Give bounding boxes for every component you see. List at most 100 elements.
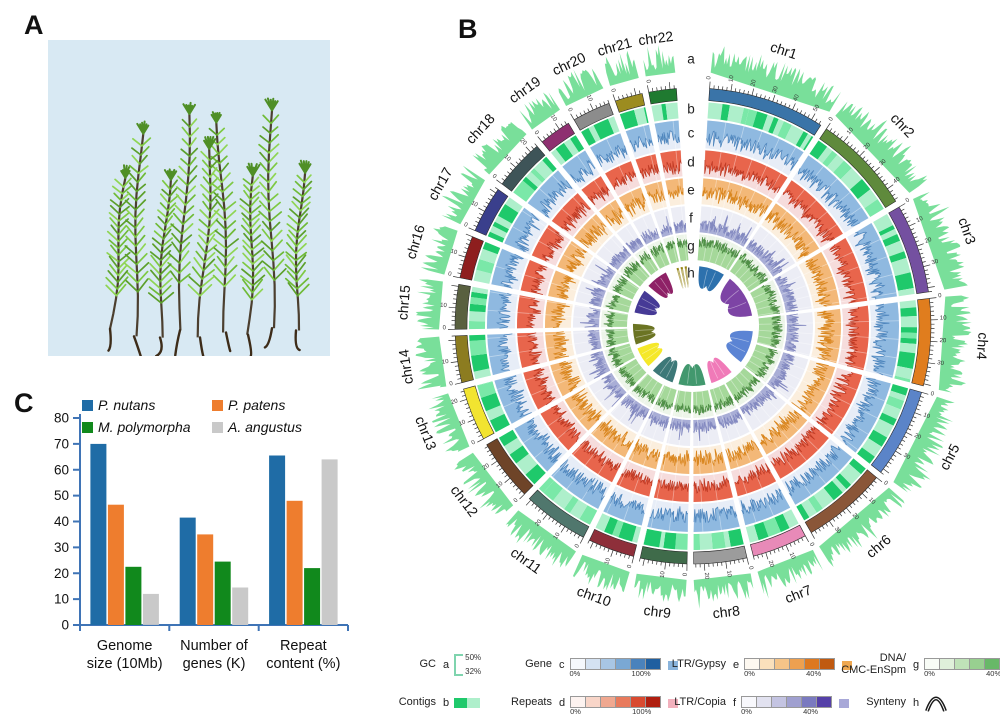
gridline [489, 291, 628, 316]
scale-tick-label: 10 [846, 127, 855, 136]
track-d-outline [828, 244, 859, 304]
track-a-gc [519, 92, 560, 130]
track-g-hist [632, 373, 663, 404]
track-b-contig [782, 509, 799, 529]
track-a-gc [634, 573, 687, 603]
track-f-outline [587, 330, 600, 351]
track-b-contig [900, 337, 917, 344]
track-a-gc [441, 165, 485, 225]
scale-tick-label: 20 [450, 398, 459, 406]
scale-max: 100% [631, 669, 651, 678]
scale-cell [646, 696, 662, 708]
track-b-contig [889, 390, 906, 401]
ring-letter-h: h [687, 266, 695, 281]
track-b-contig [489, 225, 507, 239]
gc-bracket-icon [454, 654, 464, 676]
track-b-contig [470, 297, 487, 306]
track-b-contig [900, 316, 918, 328]
y-tick-label: 30 [54, 540, 69, 555]
scale-tick-label: 0 [443, 325, 447, 331]
track-c-hist [494, 375, 532, 424]
scale-tick-label: 10 [788, 552, 796, 561]
track-b-contig [900, 307, 917, 317]
chromosome-band-chr14 [454, 335, 474, 384]
track-b-contig [890, 384, 909, 396]
track-a-gc [757, 549, 824, 599]
track-a-gc [693, 573, 754, 609]
gridline [701, 391, 722, 531]
track-b-contig [485, 405, 505, 421]
gridline [758, 320, 899, 325]
synteny-arch-icon [925, 696, 948, 712]
track-a-gc [505, 510, 576, 568]
track-b-contig [525, 171, 543, 188]
scale-ticks [709, 81, 822, 125]
ribbon-streak [705, 272, 716, 291]
chromosome-band-chr6 [804, 469, 878, 534]
track-c-outline [570, 160, 596, 184]
track-e-outline [556, 275, 577, 300]
track-e-outline [759, 410, 802, 446]
gridline [725, 147, 796, 269]
track-color-patch [668, 698, 679, 708]
track-c-outline [514, 213, 541, 252]
track-b-contig [796, 503, 810, 521]
scale-cell [940, 658, 956, 670]
scale-cell [741, 696, 758, 708]
gridline [758, 335, 897, 359]
scale-max: 40% [803, 707, 819, 716]
track-b-contig [570, 135, 585, 153]
track-b-contig [542, 156, 557, 173]
chromosome-label-chr18: chr18 [462, 110, 498, 147]
track-b-contig [632, 526, 642, 543]
track-c-outline [526, 417, 562, 464]
legend-item-a: GC a 50% 32% [388, 654, 496, 676]
gridline [708, 126, 745, 263]
scale-tick-label: 0 [930, 391, 936, 398]
track-b-contig [469, 334, 486, 341]
scale-tick-label: 0 [627, 564, 634, 569]
chart-legend-label-3: M. polymorpha [98, 419, 191, 435]
gridline [523, 363, 639, 444]
ribbon-streak [681, 268, 687, 289]
legend-letter: e [733, 659, 740, 671]
track-c-hist [798, 155, 869, 226]
ribbon-streak [660, 277, 671, 296]
track-b-contig [868, 429, 888, 447]
track-a-gc [643, 45, 676, 77]
track-b-contig [763, 517, 781, 537]
scale-min: 0% [569, 669, 581, 678]
track-b-contig [889, 251, 907, 263]
scale-tick-label: 40 [793, 93, 802, 102]
track-g-outline [769, 315, 783, 348]
track-a-gc [454, 452, 514, 514]
scale-max: 40% [806, 669, 822, 678]
legend-label: LTR/Copia [674, 696, 726, 709]
gridline [534, 367, 643, 459]
scale-min: 0% [570, 707, 581, 716]
track-b-contig [643, 528, 648, 545]
track-b-contig [534, 160, 553, 180]
track-a-gc [415, 336, 447, 390]
legend-label: Gene [525, 658, 552, 671]
scale-cell [645, 658, 661, 670]
gridline [703, 122, 727, 261]
synteny-ribbon [680, 266, 686, 289]
ring-letter-c: c [688, 126, 695, 141]
moss-stems [108, 110, 307, 338]
track-g-outline [738, 253, 768, 284]
legend-letter: b [443, 697, 450, 709]
legend-label: Repeats [511, 696, 552, 709]
track-b-contig [470, 291, 488, 300]
x-category-label: Genome [97, 638, 153, 654]
track-b-contig [494, 215, 512, 230]
track-f-outline [699, 214, 753, 245]
track-b-contig [813, 487, 834, 509]
color-scale: 0% 40% [924, 658, 1000, 680]
circos-svg: 0 10 20 30 40 50 0 10 20 30 40 0 10 20 30 0 10 20 30 0 10 20 3… [394, 28, 991, 621]
gridline [552, 175, 649, 279]
scale-ticks [923, 297, 938, 386]
track-b-contig [899, 300, 917, 309]
scale-tick-label: 30 [772, 85, 780, 94]
track-c-outline [797, 168, 861, 227]
